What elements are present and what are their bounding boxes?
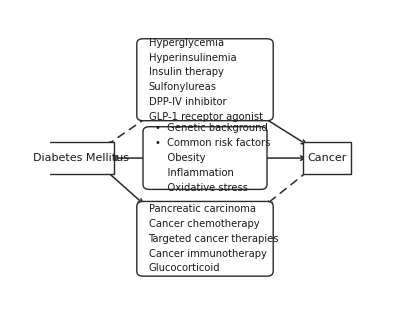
FancyBboxPatch shape [137, 39, 273, 121]
Text: Pancreatic carcinoma
Cancer chemotherapy
Targeted cancer therapies
Cancer immuno: Pancreatic carcinoma Cancer chemotherapy… [148, 204, 279, 273]
FancyBboxPatch shape [143, 127, 267, 189]
Text: Cancer: Cancer [308, 153, 347, 163]
FancyBboxPatch shape [137, 202, 273, 276]
Text: Diabetes Mellitus: Diabetes Mellitus [33, 153, 129, 163]
FancyBboxPatch shape [304, 142, 352, 174]
Text: •  Genetic background
•  Common risk factors
    Obesity
    Inflammation
    Ox: • Genetic background • Common risk facto… [155, 123, 270, 193]
Text: Hyperglycemia
Hyperinsulinemia
Insulin therapy
Sulfonylureas
DPP-IV inhibitor
GL: Hyperglycemia Hyperinsulinemia Insulin t… [148, 38, 262, 122]
FancyBboxPatch shape [48, 142, 114, 174]
